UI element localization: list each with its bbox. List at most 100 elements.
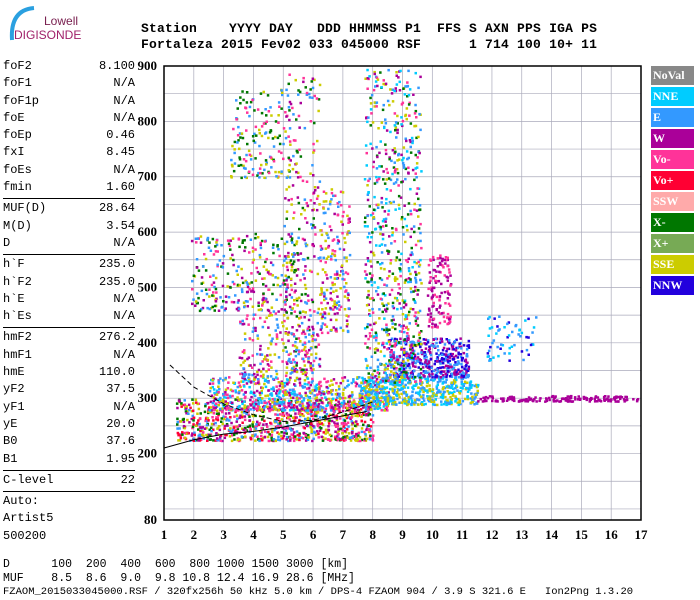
echo-point bbox=[367, 289, 370, 293]
echo-point bbox=[415, 261, 418, 265]
echo-point bbox=[432, 301, 435, 305]
echo-point bbox=[197, 434, 200, 438]
echo-point bbox=[229, 401, 233, 404]
x-tick-label: 7 bbox=[340, 527, 347, 542]
echo-point bbox=[268, 364, 271, 367]
param-value: 1.60 bbox=[106, 180, 135, 195]
echo-point bbox=[303, 341, 307, 344]
echo-point bbox=[426, 377, 430, 380]
echo-point bbox=[375, 145, 378, 149]
echo-point bbox=[305, 302, 309, 305]
echo-point bbox=[529, 397, 533, 400]
echo-point bbox=[531, 399, 534, 402]
echo-point bbox=[241, 421, 244, 424]
echo-point bbox=[260, 427, 263, 430]
echo-point bbox=[248, 425, 252, 429]
echo-point bbox=[410, 399, 414, 402]
echo-point bbox=[382, 178, 385, 181]
echo-point bbox=[339, 287, 342, 290]
echo-point bbox=[378, 391, 381, 395]
echo-point bbox=[295, 364, 298, 367]
echo-point bbox=[460, 369, 463, 373]
echo-point bbox=[230, 406, 234, 410]
echo-point bbox=[386, 347, 389, 351]
echo-point bbox=[176, 406, 179, 410]
echo-point bbox=[372, 165, 375, 169]
echo-point bbox=[442, 359, 445, 362]
echo-point bbox=[261, 397, 264, 400]
echo-point bbox=[259, 348, 262, 351]
echo-point bbox=[342, 406, 345, 409]
echo-point bbox=[265, 370, 268, 373]
echo-point bbox=[330, 198, 333, 201]
echo-point bbox=[443, 343, 447, 346]
echo-point bbox=[354, 407, 357, 410]
echo-point bbox=[252, 313, 256, 316]
echo-point bbox=[398, 354, 402, 358]
echo-point bbox=[466, 387, 469, 390]
echo-point bbox=[350, 416, 353, 419]
echo-point bbox=[268, 403, 272, 406]
echo-point bbox=[334, 194, 337, 197]
echo-point bbox=[367, 259, 370, 263]
echo-point bbox=[301, 386, 305, 389]
param-row: h`F 235.0 bbox=[3, 256, 135, 273]
echo-point bbox=[309, 419, 313, 423]
echo-point bbox=[317, 307, 320, 311]
echo-point bbox=[385, 178, 388, 181]
echo-point bbox=[264, 394, 267, 398]
echo-point bbox=[403, 341, 407, 344]
echo-point bbox=[535, 316, 538, 319]
echo-point bbox=[428, 320, 431, 323]
echo-point bbox=[413, 112, 417, 115]
echo-point bbox=[401, 365, 404, 368]
echo-point bbox=[306, 383, 309, 386]
echo-point bbox=[257, 401, 260, 404]
echo-point bbox=[187, 403, 191, 407]
echo-point bbox=[347, 400, 350, 403]
echo-point bbox=[520, 331, 524, 335]
echo-point bbox=[196, 421, 199, 425]
echo-point bbox=[428, 367, 431, 370]
echo-point bbox=[378, 308, 381, 311]
echo-point bbox=[295, 361, 298, 365]
echo-point bbox=[471, 400, 474, 404]
echo-point bbox=[424, 361, 427, 364]
echo-point bbox=[364, 216, 367, 219]
echo-point bbox=[582, 397, 586, 400]
echo-point bbox=[404, 378, 407, 382]
echo-point bbox=[301, 237, 305, 241]
echo-point bbox=[316, 311, 320, 315]
echo-point bbox=[384, 371, 387, 375]
echo-point bbox=[364, 394, 368, 397]
echo-point bbox=[398, 330, 402, 333]
echo-point bbox=[396, 342, 400, 345]
echo-point bbox=[394, 276, 397, 279]
echo-point bbox=[225, 300, 228, 304]
echo-point bbox=[411, 346, 414, 350]
echo-point bbox=[266, 394, 270, 397]
echo-point bbox=[552, 400, 556, 403]
echo-point bbox=[347, 299, 350, 302]
echo-point bbox=[454, 369, 457, 372]
echo-point bbox=[417, 360, 420, 363]
echo-point bbox=[403, 204, 406, 207]
echo-point bbox=[176, 423, 179, 426]
echo-point bbox=[277, 150, 281, 153]
echo-point bbox=[314, 233, 317, 236]
echo-point bbox=[405, 362, 408, 365]
echo-point bbox=[291, 241, 294, 244]
echo-point bbox=[276, 377, 279, 380]
echo-point bbox=[330, 379, 333, 382]
echo-point bbox=[526, 400, 529, 403]
echo-point bbox=[269, 341, 272, 344]
echo-point bbox=[301, 402, 304, 405]
echo-point bbox=[466, 396, 469, 399]
echo-point bbox=[212, 399, 215, 403]
echo-point bbox=[450, 401, 453, 404]
echo-point bbox=[274, 408, 278, 411]
echo-point bbox=[264, 131, 268, 134]
echo-point bbox=[320, 391, 323, 395]
echo-point bbox=[403, 299, 407, 302]
echo-point bbox=[333, 212, 336, 216]
